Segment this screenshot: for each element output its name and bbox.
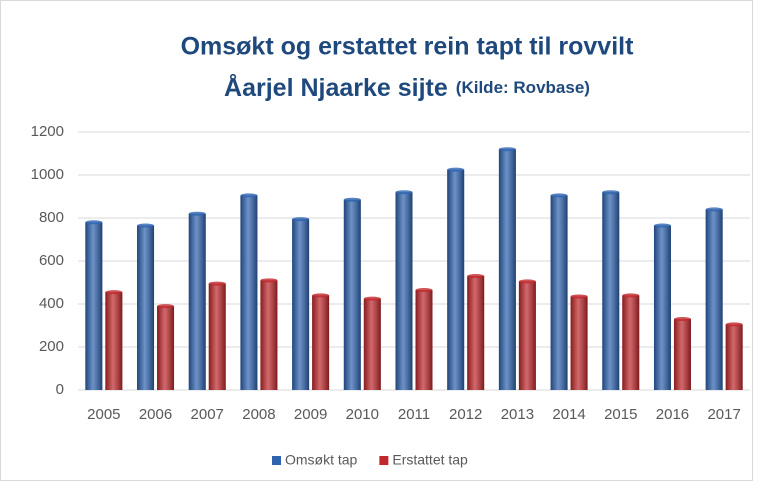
bar-sheen: [570, 296, 588, 390]
bar-sheen: [725, 324, 743, 390]
source-note: (Kilde: Rovbase): [456, 78, 590, 97]
bar-top: [518, 279, 536, 284]
bar-top: [673, 317, 691, 322]
bar-sheen: [622, 295, 640, 390]
bar-sheen: [447, 169, 465, 390]
bar-top: [363, 296, 381, 301]
bar-sheen: [105, 292, 123, 390]
bar-sheen: [673, 319, 691, 390]
bar-top: [137, 223, 155, 228]
bar-top: [622, 293, 640, 298]
bar-sheen: [550, 195, 568, 390]
bar-sheen: [602, 192, 620, 390]
bar-sheen: [653, 225, 671, 390]
bar-sheen: [208, 283, 226, 390]
bar-top: [85, 220, 103, 225]
x-tick-label: 2012: [449, 406, 482, 423]
legend-label: Erstattet tap: [392, 452, 468, 468]
bar-sheen: [137, 225, 155, 390]
bar-top: [653, 223, 671, 228]
bar-top: [395, 190, 413, 195]
bar-sheen: [260, 280, 278, 390]
x-tick-label: 2013: [501, 406, 534, 423]
bar-sheen: [188, 213, 206, 390]
chart-title: Omsøkt og erstattet rein tapt til rovvil…: [181, 33, 635, 61]
bar-top: [498, 147, 516, 152]
y-tick-label: 1200: [31, 123, 64, 140]
bar-sheen: [157, 306, 175, 390]
y-tick-label: 600: [39, 252, 64, 269]
x-tick-label: 2009: [294, 406, 327, 423]
bar-sheen: [240, 195, 258, 390]
x-tick-label: 2005: [87, 406, 120, 423]
y-tick-label: 800: [39, 209, 64, 226]
legend-swatch: [379, 456, 389, 465]
chart-subtitle: Åarjel Njaarke sijte (Kilde: Rovbase): [224, 73, 590, 102]
x-tick-label: 2015: [604, 406, 637, 423]
x-tick-label: 2007: [191, 406, 224, 423]
bar-sheen: [467, 276, 485, 390]
bar-top: [467, 274, 485, 279]
bar-sheen: [415, 290, 433, 390]
subtitle: Åarjel Njaarke sijte: [224, 73, 448, 102]
y-tick-label: 0: [56, 381, 64, 398]
bar-top: [447, 167, 465, 172]
bar-top: [240, 193, 258, 198]
bar-sheen: [363, 298, 381, 390]
x-tick-label: 2006: [139, 406, 172, 423]
bar-sheen: [312, 295, 330, 390]
bar-sheen: [343, 199, 361, 390]
x-tick-label: 2017: [707, 406, 740, 423]
bar-top: [292, 217, 310, 222]
bar-top: [208, 281, 226, 286]
x-tick-label: 2016: [656, 406, 689, 423]
x-tick-label: 2011: [398, 406, 430, 423]
x-tick-label: 2014: [552, 406, 585, 423]
y-tick-label: 1000: [31, 166, 64, 183]
bar-top: [188, 211, 206, 216]
bar-top: [725, 322, 743, 327]
bar-sheen: [395, 192, 413, 390]
bar-top: [415, 288, 433, 293]
bar-top: [602, 190, 620, 195]
bar-sheen: [518, 281, 536, 390]
bar-top: [705, 207, 723, 212]
legend-label: Omsøkt tap: [285, 452, 358, 468]
bar-top: [260, 278, 278, 283]
bar-top: [105, 290, 123, 295]
bar-top: [157, 304, 175, 309]
bar-top: [570, 294, 588, 299]
bar-top: [343, 197, 361, 202]
x-tick-label: 2010: [346, 406, 379, 423]
bar-sheen: [85, 222, 103, 390]
y-tick-label: 200: [39, 338, 64, 355]
x-tick-label: 2008: [242, 406, 275, 423]
bar-top: [550, 193, 568, 198]
bar-sheen: [292, 219, 310, 390]
legend-swatch: [272, 456, 281, 465]
bar-sheen: [705, 209, 723, 390]
bar-top: [312, 293, 330, 298]
y-tick-label: 400: [39, 295, 64, 312]
bar-sheen: [498, 149, 516, 390]
